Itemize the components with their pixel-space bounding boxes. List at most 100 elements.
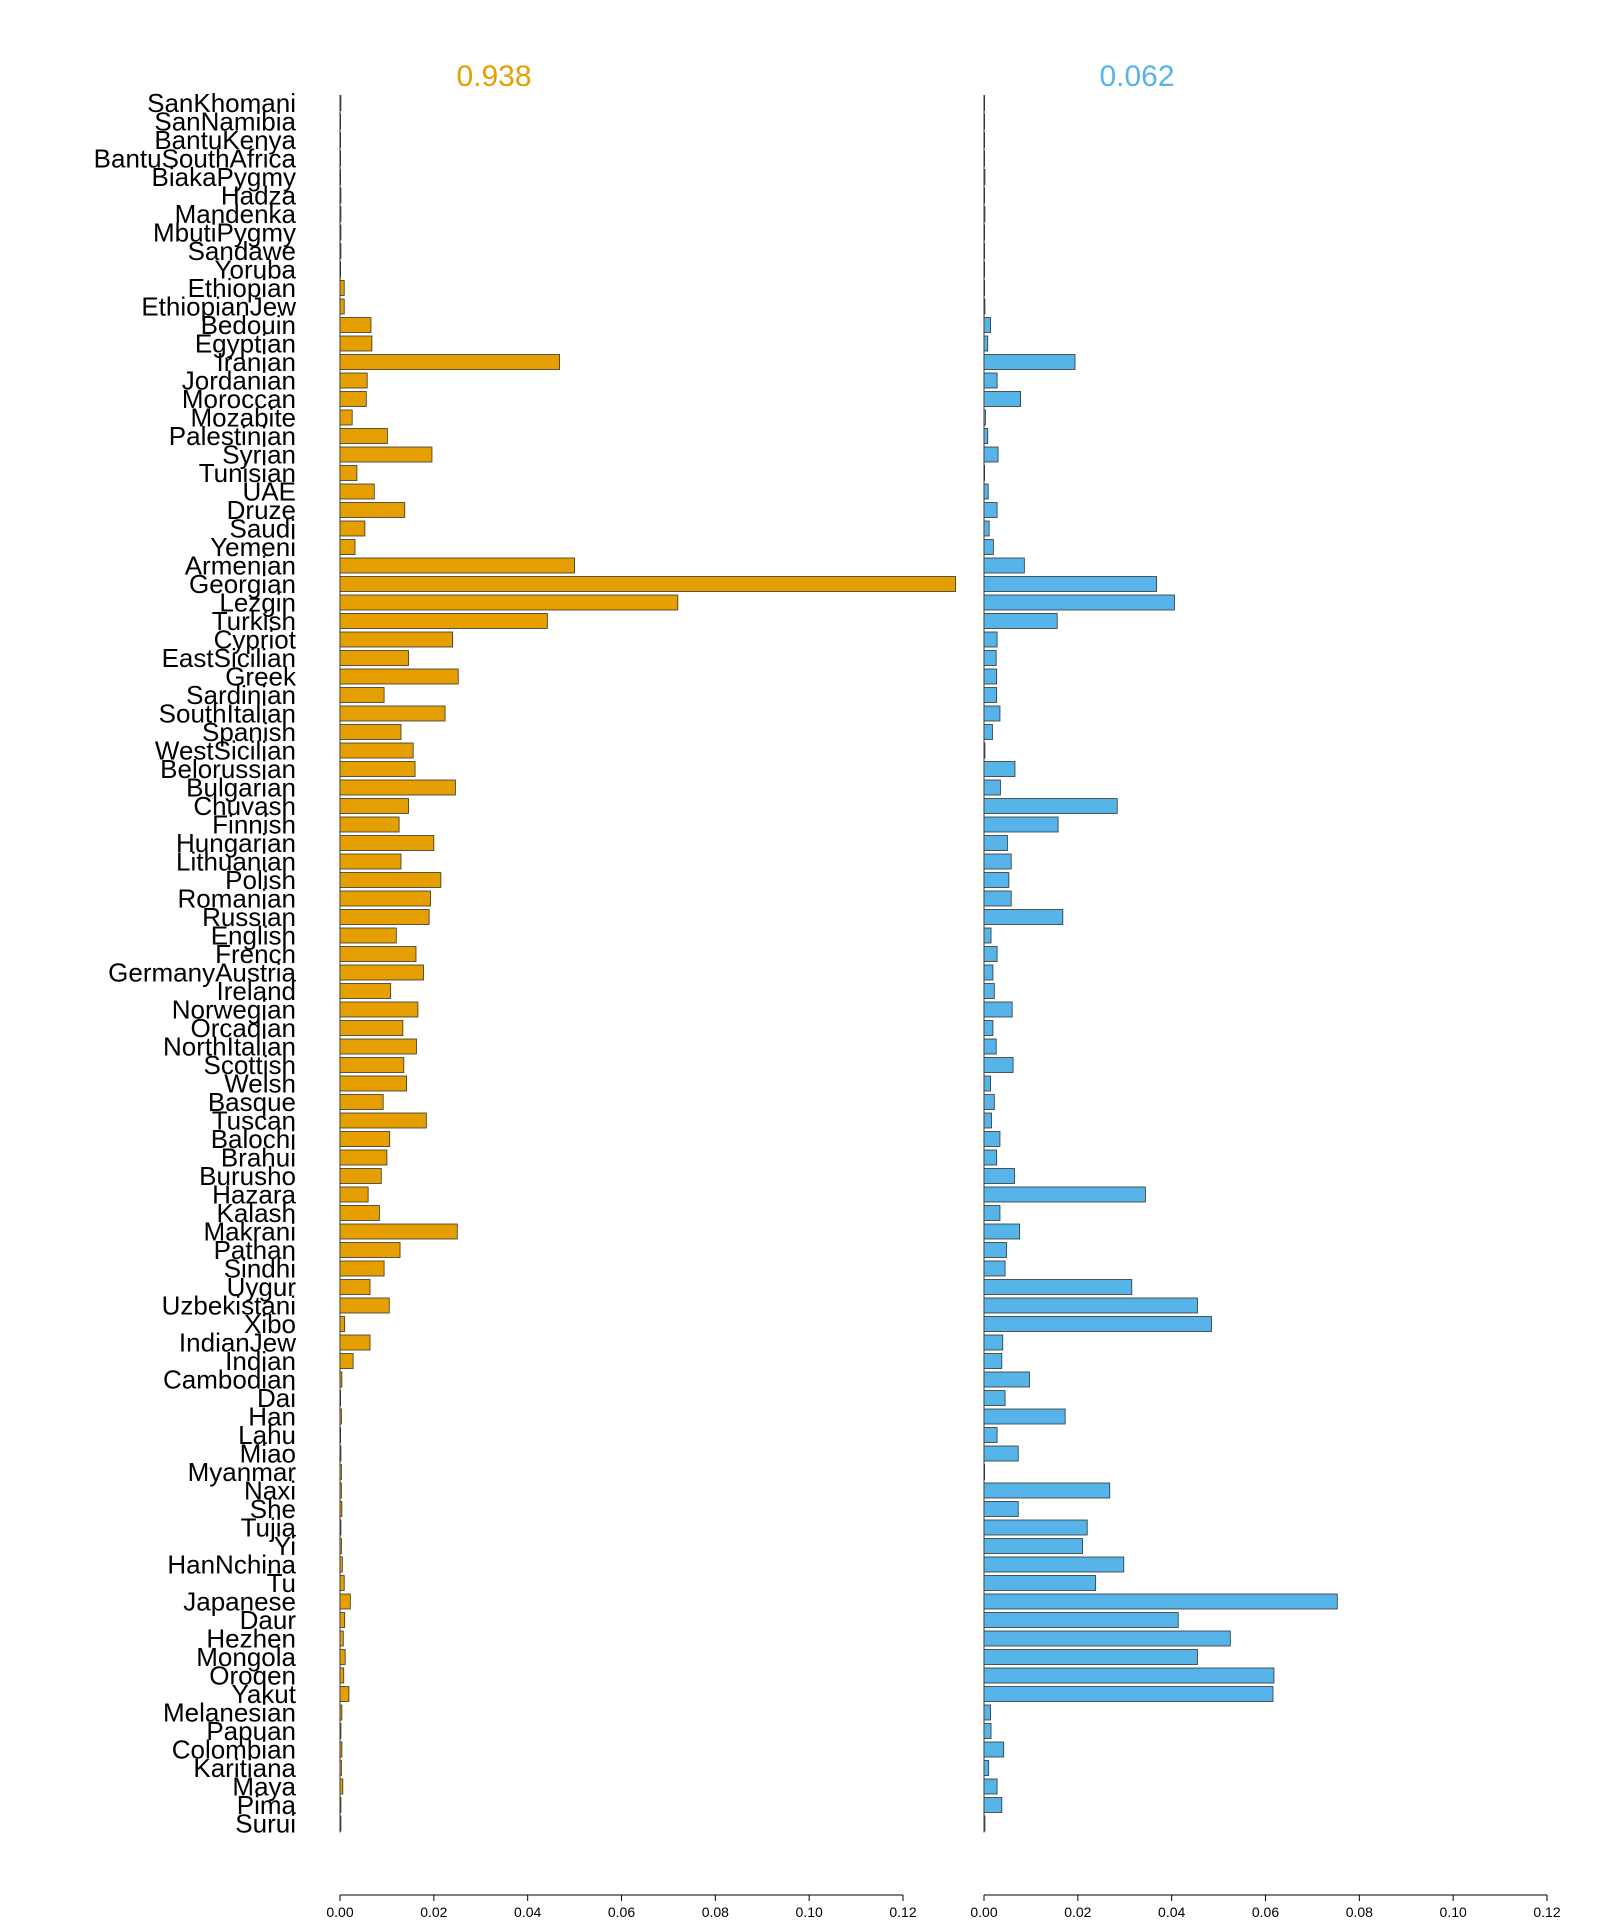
bar [339,150,342,167]
bar [983,687,998,703]
category-label: Indian [225,1346,296,1376]
category-label: Hezhen [206,1624,296,1654]
bar [983,927,992,944]
category-label: Spanish [202,717,296,747]
category-label: Burusho [199,1161,296,1191]
bar [983,95,986,111]
category-label: Dai [257,1383,296,1413]
bar [339,113,342,130]
bar [339,409,353,426]
category-label: Surui [235,1809,296,1839]
bar [339,1556,343,1573]
category-label: Uygur [227,1272,297,1302]
bar [983,798,1118,814]
bar [983,1353,1003,1369]
category-label: Saudi [230,514,297,544]
bar [983,187,986,204]
bar [339,1149,388,1166]
bar [983,1704,991,1721]
bar [339,1593,351,1610]
bar [339,1630,344,1647]
bar [339,372,368,389]
category-label: Bulgarian [186,773,296,803]
bar [339,1223,458,1240]
category-label: Finnish [212,810,296,840]
bar [983,502,998,518]
bar [339,890,431,907]
category-label: Daur [240,1605,297,1635]
bar [983,890,1012,907]
category-label: Pima [237,1790,297,1820]
bar [339,243,342,259]
bar [339,1371,343,1388]
category-label: Lithuanian [176,847,296,877]
category-label: Moroccan [182,384,296,414]
bar [983,1390,1006,1406]
category-label: HanNchina [167,1550,296,1580]
bar [983,1408,1066,1425]
category-label: Myanmar [188,1457,297,1487]
bar [339,1797,342,1813]
category-labels: SanKhomaniSanNamibiaBantuKenyaBantuSouth… [94,88,297,1839]
bar [339,705,446,722]
category-label: Sindhi [224,1254,296,1284]
bar [983,1149,998,1166]
category-label: Naxi [244,1476,296,1506]
bar [983,206,986,222]
bar [339,1038,417,1055]
category-label: NorthItalian [163,1032,296,1062]
category-label: Russian [202,902,296,932]
category-label: Maya [232,1772,296,1802]
bar [983,150,986,167]
category-label: Lahu [238,1420,296,1450]
category-label: Polish [225,865,296,895]
bar [983,520,990,537]
bar [339,95,342,111]
bar [339,280,345,296]
category-label: GermanyAustria [108,958,296,988]
category-label: Balochi [211,1124,296,1154]
category-label: Melanesian [163,1698,296,1728]
bar [983,983,995,999]
bar [983,1168,1015,1184]
bar [983,557,1025,574]
bar [339,1094,384,1110]
bar [339,1778,344,1795]
category-label: SanNamibia [154,107,296,137]
bar [983,1038,997,1055]
bar [983,1316,1212,1332]
bar [339,1427,342,1443]
category-label: Miao [240,1439,296,1469]
bar [983,372,998,389]
bar [983,613,1058,629]
category-label: Ireland [217,976,297,1006]
bar [983,446,999,463]
category-label: Ethiopian [188,273,296,303]
bar [339,1445,342,1462]
category-label: Han [248,1402,296,1432]
category-label: BiakaPygmy [152,162,297,192]
x-tick-label: 0.06 [1252,1904,1279,1920]
category-label: Yoruba [215,255,297,285]
bar [983,280,986,296]
bar [983,1723,992,1739]
bar [339,206,342,222]
bar [339,483,375,500]
category-label: Greek [225,662,297,692]
bar [983,1815,986,1832]
bar [339,872,442,888]
x-tick-label: 0.00 [970,1904,997,1920]
bar [983,465,986,481]
x-tick-label: 0.10 [1440,1904,1467,1920]
category-label: Yemeni [210,532,296,562]
bar [983,483,989,500]
panel-left: 0.938 0.00 0.02 0.04 0.06 0.08 0.10 0.12 [326,60,956,1920]
bar [983,335,989,352]
bar [339,724,402,740]
bar [983,1538,1083,1554]
bar [339,668,459,685]
bar [983,835,1008,851]
category-label: Karitiana [193,1753,296,1783]
category-label: Chuvash [193,791,296,821]
category-label: English [211,921,296,951]
